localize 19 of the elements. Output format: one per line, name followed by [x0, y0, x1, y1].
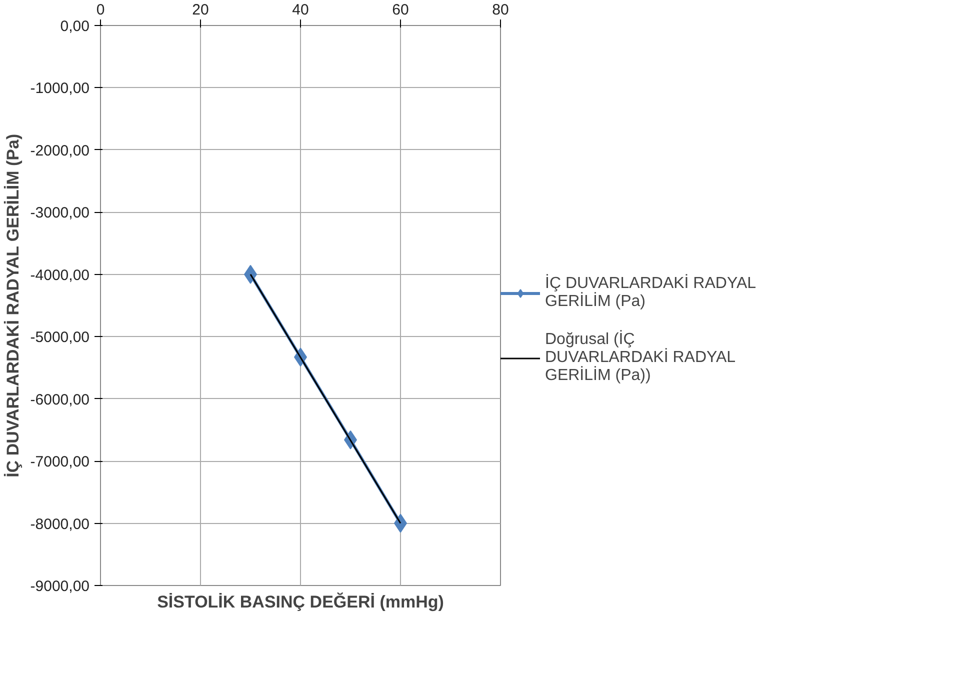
- y-tick-label: -8000,00: [30, 516, 90, 533]
- y-tick-label: -7000,00: [30, 454, 90, 471]
- y-axis-title: İÇ DUVARLARDAKİ RADYAL GERİLİM (Pa): [3, 134, 22, 478]
- y-tick-label: -4000,00: [30, 266, 90, 284]
- y-tick-label: -6000,00: [30, 391, 90, 408]
- x-axis-title: SİSTOLİK BASINÇ DEĞERİ (mmHg): [157, 592, 444, 612]
- x-tick-label: 60: [392, 2, 409, 18]
- legend-label: Doğrusal (İÇ DUVARLARDAKİ RADYAL GERİLİM (Pa)): [545, 331, 736, 385]
- x-tick-label: 80: [492, 2, 509, 18]
- y-tick-label: -3000,00: [30, 204, 90, 222]
- y-tick-label: -5000,00: [30, 329, 90, 346]
- x-tick-label: 20: [192, 2, 209, 18]
- x-tick-label: 40: [292, 2, 309, 18]
- y-tick-label: -9000,00: [30, 578, 90, 595]
- y-tick-label: -2000,00: [30, 142, 90, 160]
- x-tick-label: 0: [96, 2, 105, 18]
- y-tick-label: -1000,00: [30, 80, 90, 98]
- y-tick-label: 0,00: [60, 18, 90, 35]
- legend-label: İÇ DUVARLARDAKİ RADYAL GERİLİM (Pa): [545, 275, 756, 311]
